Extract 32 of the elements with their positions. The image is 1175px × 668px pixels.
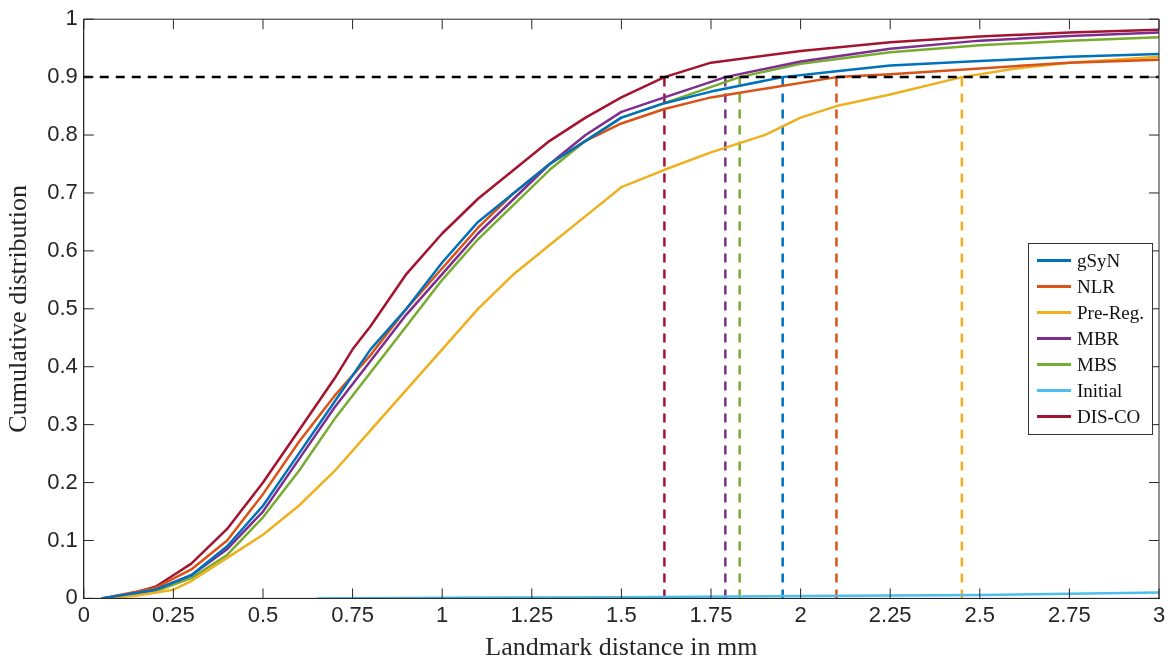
x-tick-label: 2.75: [1047, 601, 1091, 627]
x-tick-label: 0.75: [331, 601, 374, 627]
y-axis-title: Cumulative distribution: [3, 184, 33, 433]
legend-label: Pre-Reg.: [1076, 301, 1144, 324]
y-tick-label: 0.3: [47, 410, 78, 436]
x-tick-label: 0.25: [151, 601, 195, 627]
y-tick-label: 1: [65, 5, 78, 31]
legend-label: MBS: [1076, 353, 1118, 376]
y-tick-label: 0.5: [47, 294, 78, 320]
legend-label: gSyN: [1076, 249, 1121, 272]
y-tick-label: 0: [65, 584, 78, 610]
y-tick-label: 0.1: [47, 526, 78, 552]
x-tick-label: 2.5: [964, 601, 996, 627]
x-tick-label: 1: [436, 601, 449, 627]
y-tick-label: 0.2: [47, 468, 78, 494]
x-tick-label: 2.25: [868, 601, 912, 627]
x-tick-label: 1.25: [510, 601, 554, 627]
x-tick-label: 1.5: [606, 601, 637, 627]
y-tick-label: 0.6: [47, 236, 78, 262]
x-tick-label: 3: [1152, 601, 1166, 627]
y-tick-label: 0.9: [47, 63, 78, 89]
x-tick-label: 0.5: [247, 601, 279, 627]
y-tick-label: 0.7: [47, 179, 78, 205]
legend-label: DIS-CO: [1076, 405, 1141, 428]
x-tick-label: 2: [794, 601, 807, 627]
x-tick-label: 1.75: [689, 601, 733, 627]
y-tick-label: 0.4: [47, 352, 78, 378]
legend-label: NLR: [1076, 275, 1115, 298]
x-axis-title: Landmark distance in mm: [485, 632, 758, 662]
legend-label: Initial: [1076, 379, 1123, 402]
y-tick-label: 0.8: [47, 121, 78, 147]
legend-label: MBR: [1076, 327, 1120, 350]
